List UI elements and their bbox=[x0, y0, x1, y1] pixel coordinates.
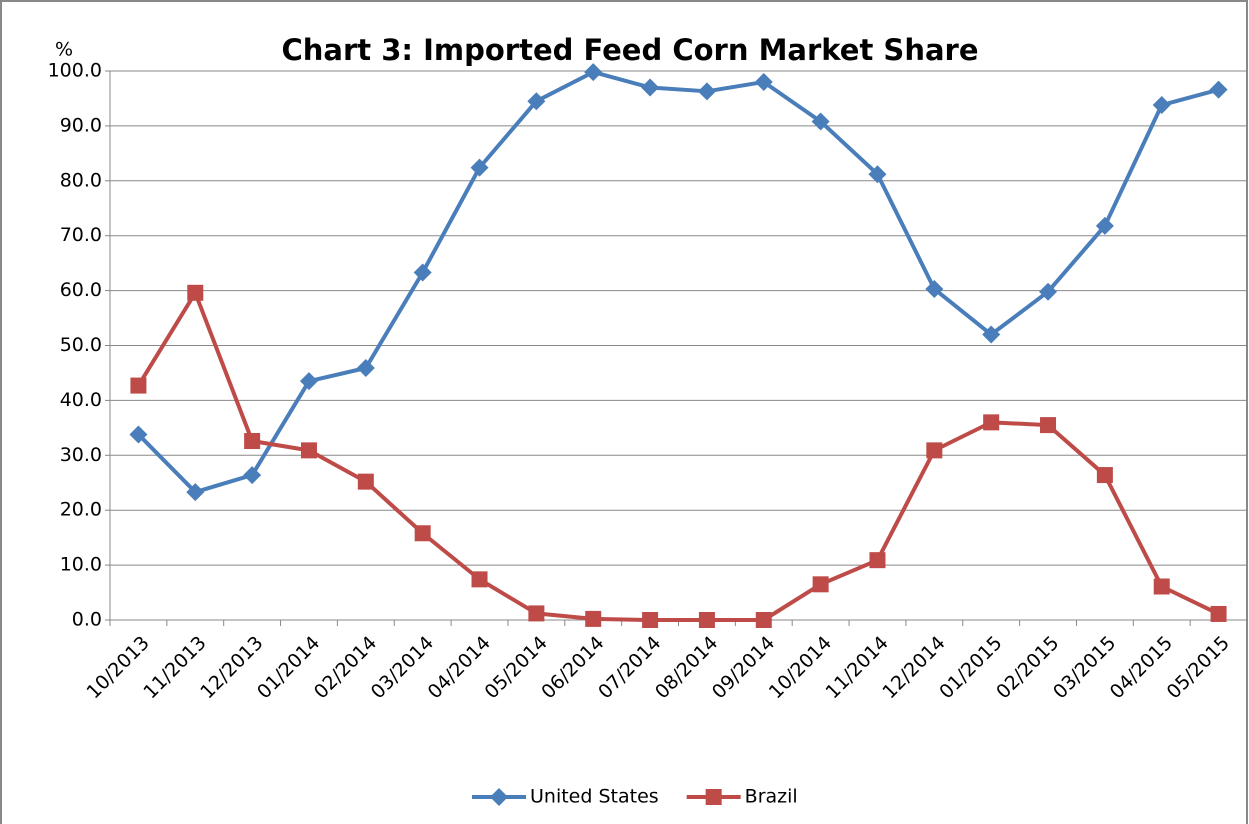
y-tick-label: 70.0 bbox=[60, 224, 102, 246]
data-point bbox=[471, 571, 488, 588]
data-point bbox=[414, 525, 431, 542]
data-point bbox=[868, 165, 887, 184]
y-tick-label: 60.0 bbox=[60, 279, 102, 301]
y-tick-label: 0.0 bbox=[72, 609, 102, 631]
y-tick-label: 50.0 bbox=[60, 334, 102, 356]
data-point bbox=[641, 78, 660, 97]
data-point bbox=[130, 377, 147, 394]
data-point bbox=[642, 612, 659, 628]
data-point bbox=[300, 442, 317, 459]
data-point bbox=[754, 72, 773, 91]
data-point bbox=[755, 612, 772, 628]
data-point bbox=[299, 372, 318, 391]
y-tick-label: 10.0 bbox=[60, 554, 102, 576]
data-point bbox=[585, 610, 602, 627]
data-point bbox=[186, 483, 205, 502]
y-tick-label: 40.0 bbox=[60, 389, 102, 411]
data-point bbox=[1210, 605, 1227, 622]
data-point bbox=[1039, 282, 1058, 301]
data-point bbox=[357, 473, 374, 490]
y-tick-label: 20.0 bbox=[60, 499, 102, 521]
series-line bbox=[136, 290, 1220, 622]
data-point bbox=[1096, 467, 1113, 484]
y-tick-label: 30.0 bbox=[60, 444, 102, 466]
data-point bbox=[356, 359, 375, 378]
data-point bbox=[926, 442, 943, 459]
y-tick-label: 100.0 bbox=[48, 60, 102, 82]
chart-title: Chart 3: Imported Feed Corn Market Share bbox=[281, 33, 978, 67]
y-axis-label: % bbox=[55, 39, 73, 61]
data-point bbox=[869, 552, 886, 569]
data-point bbox=[698, 612, 715, 628]
data-point bbox=[528, 605, 545, 622]
data-point bbox=[470, 158, 489, 177]
y-tick-label: 80.0 bbox=[60, 169, 102, 191]
legend-marker bbox=[490, 788, 508, 806]
data-point bbox=[244, 433, 261, 450]
data-point bbox=[697, 82, 716, 101]
data-point bbox=[243, 466, 262, 485]
data-point bbox=[983, 414, 1000, 431]
data-point bbox=[925, 279, 944, 298]
data-point bbox=[812, 576, 829, 593]
data-point bbox=[811, 112, 830, 131]
data-point bbox=[1040, 417, 1057, 434]
data-point bbox=[1152, 96, 1171, 115]
data-point bbox=[129, 425, 148, 444]
data-point bbox=[982, 325, 1001, 344]
data-point bbox=[1153, 578, 1170, 595]
data-point bbox=[527, 92, 546, 111]
data-point bbox=[413, 263, 432, 282]
data-point bbox=[584, 63, 603, 82]
y-tick-label: 90.0 bbox=[60, 114, 102, 136]
series-line bbox=[137, 70, 1220, 495]
legend-marker bbox=[705, 789, 722, 805]
legend-label: United States bbox=[530, 786, 659, 808]
data-point bbox=[1095, 216, 1114, 235]
data-point bbox=[1209, 80, 1228, 99]
data-point bbox=[187, 284, 204, 301]
legend-label: Brazil bbox=[745, 786, 798, 808]
